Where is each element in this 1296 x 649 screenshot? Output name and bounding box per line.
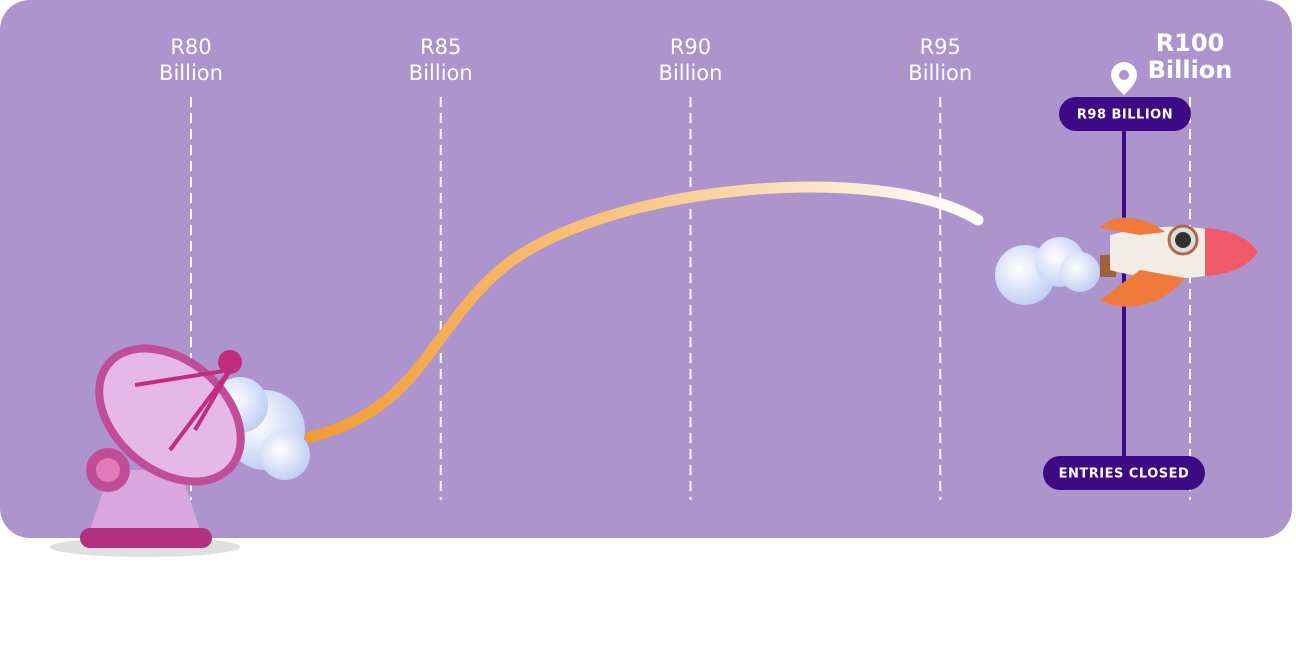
rocket xyxy=(995,217,1258,307)
indicator-label: R98 BILLION xyxy=(1077,108,1173,123)
marker-amount: R100 xyxy=(1156,29,1225,57)
marker-amount: R85 xyxy=(420,35,461,59)
marker-unit: Billion xyxy=(1148,56,1233,84)
satellite-dish xyxy=(50,344,310,557)
status-label: ENTRIES CLOSED xyxy=(1059,467,1190,482)
marker-amount: R90 xyxy=(670,35,711,59)
status-pill xyxy=(1043,456,1205,490)
marker-unit: Billion xyxy=(409,61,473,85)
marker-amount: R95 xyxy=(920,35,961,59)
trail xyxy=(304,181,984,443)
marker-amount: R80 xyxy=(170,35,211,59)
scale: R80BillionR85BillionR90BillionR95Billion… xyxy=(159,29,1232,500)
pin-hole xyxy=(1119,70,1129,80)
indicator-pill xyxy=(1059,97,1191,131)
panel xyxy=(0,0,1292,538)
marker-unit: Billion xyxy=(908,61,972,85)
marker-unit: Billion xyxy=(159,61,223,85)
marker-unit: Billion xyxy=(659,61,723,85)
